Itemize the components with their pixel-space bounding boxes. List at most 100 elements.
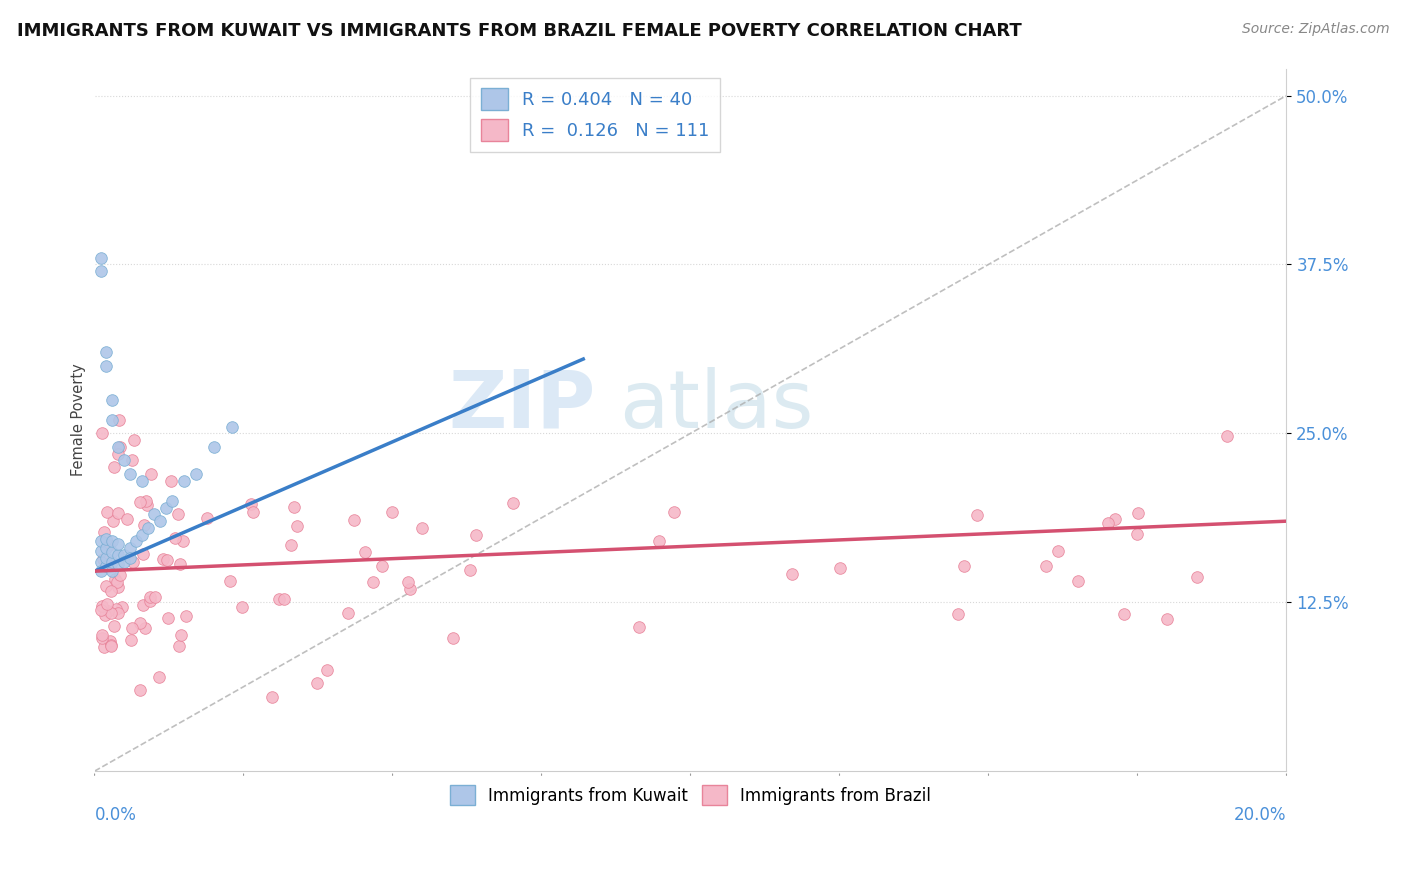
Text: IMMIGRANTS FROM KUWAIT VS IMMIGRANTS FROM BRAZIL FEMALE POVERTY CORRELATION CHAR: IMMIGRANTS FROM KUWAIT VS IMMIGRANTS FRO… <box>17 22 1022 40</box>
Point <box>172 533 194 548</box>
Point <box>111 599 134 614</box>
Point <box>101 392 124 407</box>
Point <box>96 541 118 556</box>
Point <box>1112 607 1135 621</box>
Y-axis label: Female Poverty: Female Poverty <box>72 363 86 476</box>
Point <box>100 606 122 620</box>
Point <box>107 606 129 620</box>
Point <box>93 640 115 655</box>
Point <box>105 575 128 590</box>
Point <box>782 566 804 581</box>
Point <box>91 552 114 566</box>
Point <box>96 558 118 573</box>
Point <box>1156 612 1178 626</box>
Point <box>152 551 174 566</box>
Point <box>166 507 188 521</box>
Point <box>101 555 124 569</box>
Point <box>173 474 195 488</box>
Point <box>231 599 253 614</box>
Point <box>132 599 155 613</box>
Point <box>108 413 131 427</box>
Point <box>90 426 112 441</box>
Point <box>101 413 124 427</box>
Point <box>307 676 329 690</box>
Point <box>121 621 143 635</box>
Point <box>160 494 183 508</box>
Point <box>107 506 129 520</box>
Point <box>91 599 114 613</box>
Point <box>107 580 129 594</box>
Point <box>128 683 150 698</box>
Point <box>343 513 366 527</box>
Point <box>103 514 125 528</box>
Point <box>90 534 112 549</box>
Point <box>1067 574 1090 588</box>
Point <box>96 579 118 593</box>
Point <box>197 511 219 525</box>
Point <box>131 527 153 541</box>
Point <box>136 499 159 513</box>
Point <box>96 597 118 611</box>
Point <box>125 534 148 549</box>
Point <box>156 552 179 566</box>
Point <box>441 631 464 645</box>
Point <box>93 524 115 539</box>
Point <box>139 467 162 481</box>
Point <box>90 251 112 265</box>
Point <box>160 474 183 488</box>
Point <box>381 505 404 519</box>
Point <box>1047 543 1070 558</box>
Point <box>91 628 114 642</box>
Point <box>101 545 124 559</box>
Point <box>155 500 177 515</box>
Point <box>129 616 152 631</box>
Point <box>103 460 125 475</box>
Point <box>156 611 179 625</box>
Point <box>110 440 132 454</box>
Point <box>107 558 129 572</box>
Point <box>221 419 243 434</box>
Point <box>112 548 135 562</box>
Point <box>103 572 125 586</box>
Point <box>167 640 190 654</box>
Text: atlas: atlas <box>619 367 814 445</box>
Point <box>184 467 207 481</box>
Point <box>285 519 308 533</box>
Point <box>396 574 419 589</box>
Point <box>139 590 162 604</box>
Point <box>465 528 488 542</box>
Point <box>337 606 360 620</box>
Point <box>136 521 159 535</box>
Point <box>90 603 112 617</box>
Point <box>117 512 139 526</box>
Point <box>120 541 142 556</box>
Point <box>128 494 150 508</box>
Point <box>411 521 433 535</box>
Point <box>399 582 422 596</box>
Point <box>97 538 120 552</box>
Point <box>828 561 851 575</box>
Point <box>176 608 198 623</box>
Point <box>1185 570 1208 584</box>
Point <box>627 620 650 634</box>
Text: 0.0%: 0.0% <box>94 806 136 824</box>
Point <box>90 631 112 645</box>
Point <box>219 574 242 588</box>
Point <box>361 575 384 590</box>
Text: ZIP: ZIP <box>449 367 595 445</box>
Point <box>1097 516 1119 531</box>
Point <box>354 545 377 559</box>
Point <box>169 557 191 571</box>
Point <box>122 555 145 569</box>
Point <box>108 568 131 582</box>
Point <box>96 532 118 546</box>
Point <box>101 534 124 549</box>
Point <box>96 550 118 565</box>
Point <box>315 663 337 677</box>
Point <box>107 548 129 562</box>
Point <box>132 547 155 561</box>
Point <box>148 669 170 683</box>
Point <box>648 533 671 548</box>
Point <box>662 505 685 519</box>
Point <box>165 531 187 545</box>
